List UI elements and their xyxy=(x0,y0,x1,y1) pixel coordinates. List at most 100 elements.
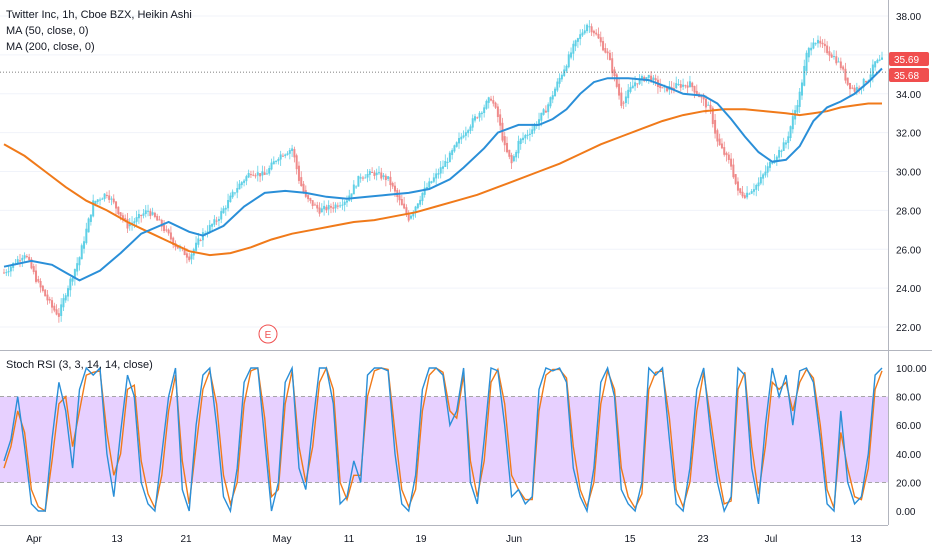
candle-down xyxy=(163,219,166,234)
candle-up xyxy=(92,194,95,218)
candle-up xyxy=(798,87,801,114)
candle-down xyxy=(636,83,639,88)
candle-down xyxy=(300,171,303,187)
candle-down xyxy=(41,284,44,293)
candle-up xyxy=(528,128,531,142)
candle-up xyxy=(524,133,527,145)
candle-up xyxy=(874,61,877,71)
candle-down xyxy=(55,304,58,316)
candle-down xyxy=(57,308,60,323)
candle-up xyxy=(238,180,241,190)
candle-up xyxy=(764,165,767,178)
candle-down xyxy=(828,46,831,62)
candle-down xyxy=(19,253,22,268)
candle-up xyxy=(677,78,680,86)
candle-up xyxy=(217,216,220,227)
candle-up xyxy=(780,149,783,158)
candle-down xyxy=(499,108,502,131)
candle-down xyxy=(313,202,316,206)
candle-up xyxy=(748,192,751,195)
price-badge-upper: 35.69 xyxy=(889,52,929,66)
candle-down xyxy=(407,210,410,223)
candle-up xyxy=(453,144,456,153)
candle-down xyxy=(608,49,611,61)
candle-up xyxy=(334,202,337,213)
candle-down xyxy=(615,72,618,89)
ma200-legend: MA (200, close, 0) xyxy=(6,41,95,53)
candle-up xyxy=(220,207,223,224)
candle-up xyxy=(327,200,330,216)
candle-up xyxy=(179,244,182,252)
candle-down xyxy=(35,264,38,284)
candle-down xyxy=(490,95,493,102)
candle-down xyxy=(254,173,257,179)
candle-up xyxy=(60,298,63,322)
candle-up xyxy=(750,188,753,195)
ma50-line xyxy=(3,67,883,282)
candle-down xyxy=(396,188,399,203)
time-tick-label: Jul xyxy=(765,534,778,545)
candle-down xyxy=(730,152,733,170)
candle-up xyxy=(197,232,200,248)
candle-up xyxy=(275,160,278,165)
candle-down xyxy=(108,190,111,203)
candle-up xyxy=(270,158,273,171)
candle-down xyxy=(602,36,605,52)
stoch-k-line xyxy=(3,365,883,514)
candle-up xyxy=(576,37,579,48)
candle-up xyxy=(345,195,348,207)
candle-up xyxy=(558,73,561,88)
price-candles xyxy=(3,20,883,323)
candle-down xyxy=(679,80,682,92)
candle-down xyxy=(622,100,625,110)
stoch-tick-label: 0.00 xyxy=(896,507,916,518)
stoch-tick-label: 80.00 xyxy=(896,393,921,404)
candle-up xyxy=(101,197,104,200)
candle-up xyxy=(279,150,282,166)
candle-down xyxy=(846,77,849,87)
candle-down xyxy=(295,153,298,175)
candle-up xyxy=(231,189,234,199)
candle-up xyxy=(144,205,147,218)
candle-down xyxy=(476,116,479,119)
candle-up xyxy=(103,193,106,202)
candle-up xyxy=(288,147,291,160)
candle-up xyxy=(586,23,589,34)
candle-up xyxy=(560,73,563,82)
stoch-band xyxy=(0,396,888,483)
candle-up xyxy=(629,81,632,94)
ma200-line xyxy=(3,102,882,257)
candle-up xyxy=(192,247,195,260)
earnings-marker[interactable]: E xyxy=(258,324,278,344)
stoch-tick-label: 40.00 xyxy=(896,450,921,461)
candle-up xyxy=(837,57,840,63)
candle-up xyxy=(85,222,88,245)
candle-down xyxy=(508,149,511,160)
candle-up xyxy=(810,42,813,56)
candle-up xyxy=(64,293,67,303)
time-tick-label: May xyxy=(273,534,292,545)
candle-up xyxy=(652,75,655,86)
time-tick-label: 19 xyxy=(415,534,427,545)
candle-up xyxy=(464,126,467,141)
candle-up xyxy=(368,168,371,181)
candle-down xyxy=(158,215,161,221)
candle-down xyxy=(309,197,312,204)
candle-up xyxy=(784,139,787,149)
candle-up xyxy=(807,46,810,63)
candle-up xyxy=(803,59,806,87)
candle-down xyxy=(361,175,364,181)
candle-up xyxy=(816,35,819,48)
candle-up xyxy=(272,156,275,165)
candle-down xyxy=(48,296,51,304)
candle-down xyxy=(496,103,499,123)
candle-up xyxy=(142,209,145,219)
candle-up xyxy=(451,148,454,160)
time-tick-label: Jun xyxy=(506,534,522,545)
candle-down xyxy=(183,245,186,256)
stoch-rsi-legend: Stoch RSI (3, 3, 14, 14, close) xyxy=(6,359,153,371)
price-tick-label: 32.00 xyxy=(896,129,921,140)
candle-up xyxy=(284,153,287,159)
candle-down xyxy=(695,84,698,96)
